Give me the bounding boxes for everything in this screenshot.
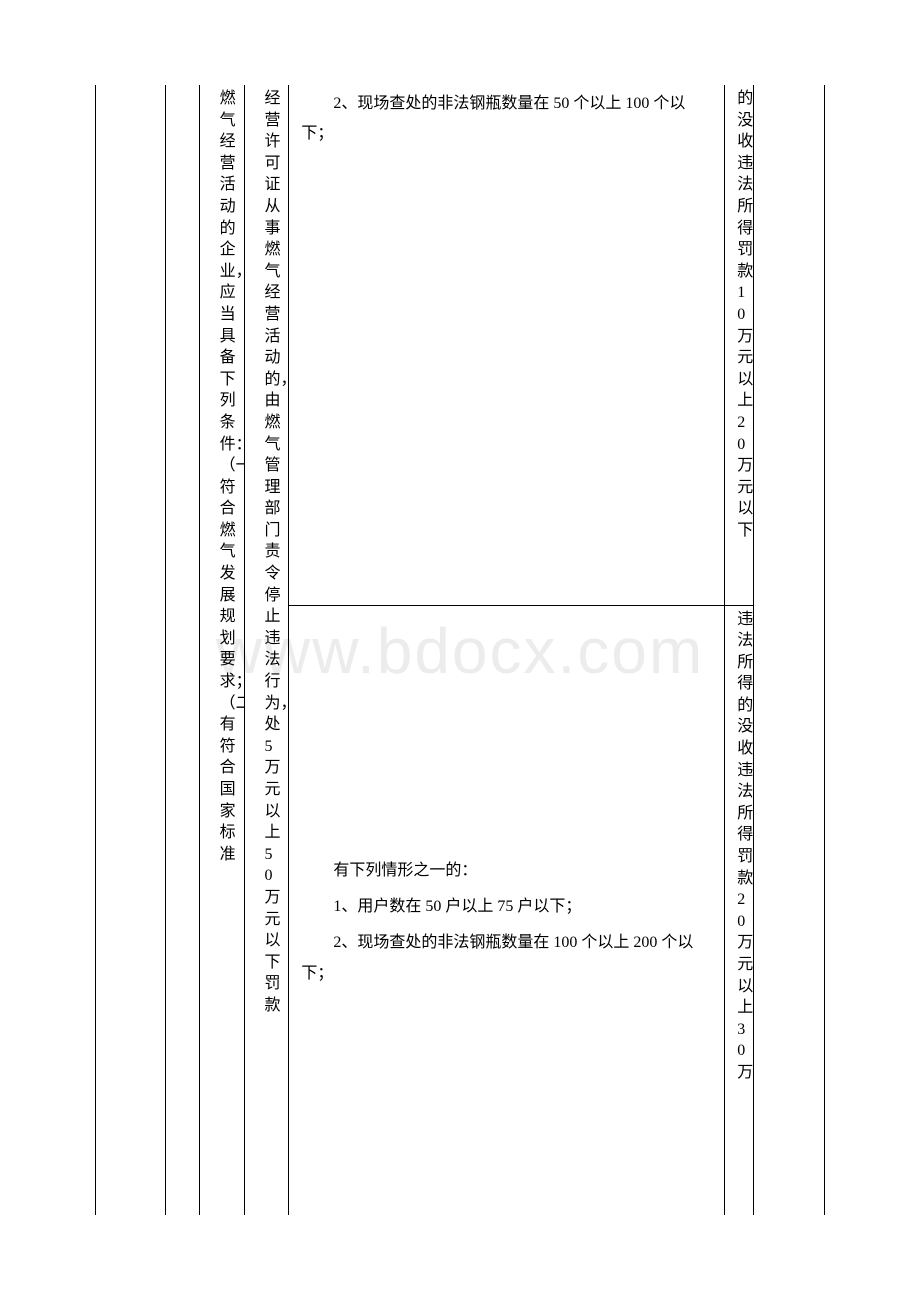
cell-col4: 经营许可证从事燃气经营活动的，由燃气管理部门责令停止违法行为，处5万元以上50万…: [244, 85, 289, 1215]
cell-col1: [96, 85, 166, 1215]
col4-text: 经营许可证从事燃气经营活动的，由燃气管理部门责令停止违法行为，处5万元以上50万…: [258, 85, 274, 1020]
row1-col5-content: 2、现场查处的非法钢瓶数量在 50 个以上 100 个以下；: [289, 85, 724, 164]
regulation-table: 燃气经营活动的企业，应当具备下列条件： （一）符合燃气发展规划要求；（二）有符合…: [95, 85, 825, 1215]
row1-col5-line1: 2、现场查处的非法钢瓶数量在 50 个以上 100 个以下；: [301, 89, 712, 150]
cell-row2-col5: 有下列情形之一的： 1、用户数在 50 户以上 75 户以下； 2、现场查处的非…: [289, 605, 725, 1215]
cell-col2: [166, 85, 199, 1215]
col3-text: 燃气经营活动的企业，应当具备下列条件： （一）符合燃气发展规划要求；（二）有符合…: [214, 85, 230, 868]
row2-col5-line2: 2、现场查处的非法钢瓶数量在 100 个以上 200 个以下；: [301, 928, 712, 989]
cell-col3: 燃气经营活动的企业，应当具备下列条件： （一）符合燃气发展规划要求；（二）有符合…: [199, 85, 244, 1215]
row1-col6-text: 的，没收违法所得；罚款 10 万元以上 20 万元以下: [731, 85, 747, 544]
cell-row1-col6: 的，没收违法所得；罚款 10 万元以上 20 万元以下: [725, 85, 754, 605]
row2-col6-text: 违法所得的，没收违法所得；罚款 20 万元以上 30 万: [731, 606, 747, 1087]
table-row: 燃气经营活动的企业，应当具备下列条件： （一）符合燃气发展规划要求；（二）有符合…: [96, 85, 825, 605]
row2-col5-heading: 有下列情形之一的：: [301, 856, 712, 886]
cell-col7: [754, 85, 825, 1215]
cell-row2-col6: 违法所得的，没收违法所得；罚款 20 万元以上 30 万: [725, 605, 754, 1215]
cell-row1-col5: 2、现场查处的非法钢瓶数量在 50 个以上 100 个以下；: [289, 85, 725, 605]
row2-col5-line1: 1、用户数在 50 户以上 75 户以下；: [301, 892, 712, 922]
row2-col5-content: 有下列情形之一的： 1、用户数在 50 户以上 75 户以下； 2、现场查处的非…: [289, 606, 724, 1004]
